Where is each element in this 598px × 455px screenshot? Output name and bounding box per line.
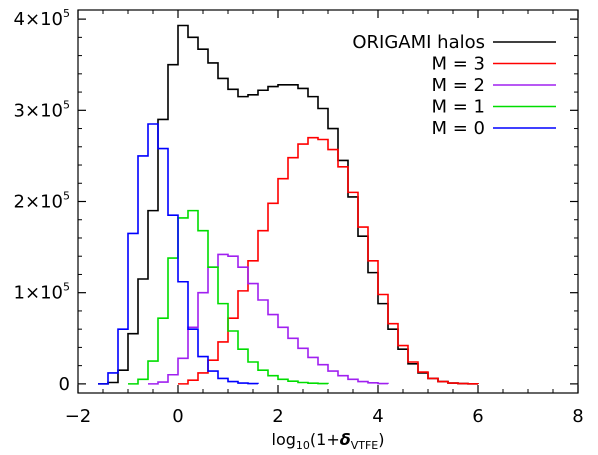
y-tick-label: 0	[59, 374, 70, 395]
x-axis-title-symbol: δ	[340, 430, 351, 449]
ticks-layer: −2 0 2 4 6 8 0 1×105 2×105 3×105 4×105	[14, 7, 584, 427]
x-axis-title-symbol-sub: VTFE	[351, 439, 379, 452]
series-line-3	[128, 209, 329, 385]
legend-label-2: M = 2	[431, 75, 485, 96]
legend-label-3: M = 1	[431, 97, 485, 118]
x-axis-title-sub: 10	[296, 439, 310, 452]
x-tick-label: −2	[65, 406, 92, 427]
x-axis-title-suffix: )	[378, 430, 384, 449]
legend-label-4: M = 0	[431, 118, 485, 139]
y-tick-label: 3×105	[14, 98, 70, 121]
x-axis-title-mid: (1+	[310, 430, 340, 449]
x-axis-title: log10(1+δVTFE)	[272, 430, 385, 452]
x-tick-label: 0	[172, 406, 183, 427]
series-line-4	[98, 123, 259, 385]
legend-label-1: M = 3	[431, 54, 485, 75]
x-axis-title-prefix: log	[272, 430, 296, 449]
x-tick-label: 4	[372, 406, 383, 427]
y-tick-label: 1×105	[14, 281, 70, 304]
series-layer	[98, 24, 479, 385]
y-tick-label: 2×105	[14, 190, 70, 213]
y-tick-label: 4×105	[14, 7, 70, 30]
x-tick-label: 6	[472, 406, 483, 427]
x-tick-label: 2	[272, 406, 283, 427]
x-tick-label: 8	[572, 406, 583, 427]
legend-label-0: ORIGAMI halos	[352, 32, 485, 53]
